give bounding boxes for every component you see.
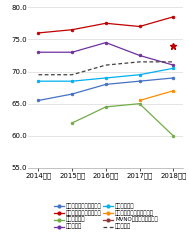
Legend: スーパーマーケット平均, エンタテインメント平均, 携帯電話平均, 宅配便平均, 事務機器平均, ガス小売（特別調査）平均, MVNO（特別調査）平均, 全業種: スーパーマーケット平均, エンタテインメント平均, 携帯電話平均, 宅配便平均,… <box>54 203 158 229</box>
